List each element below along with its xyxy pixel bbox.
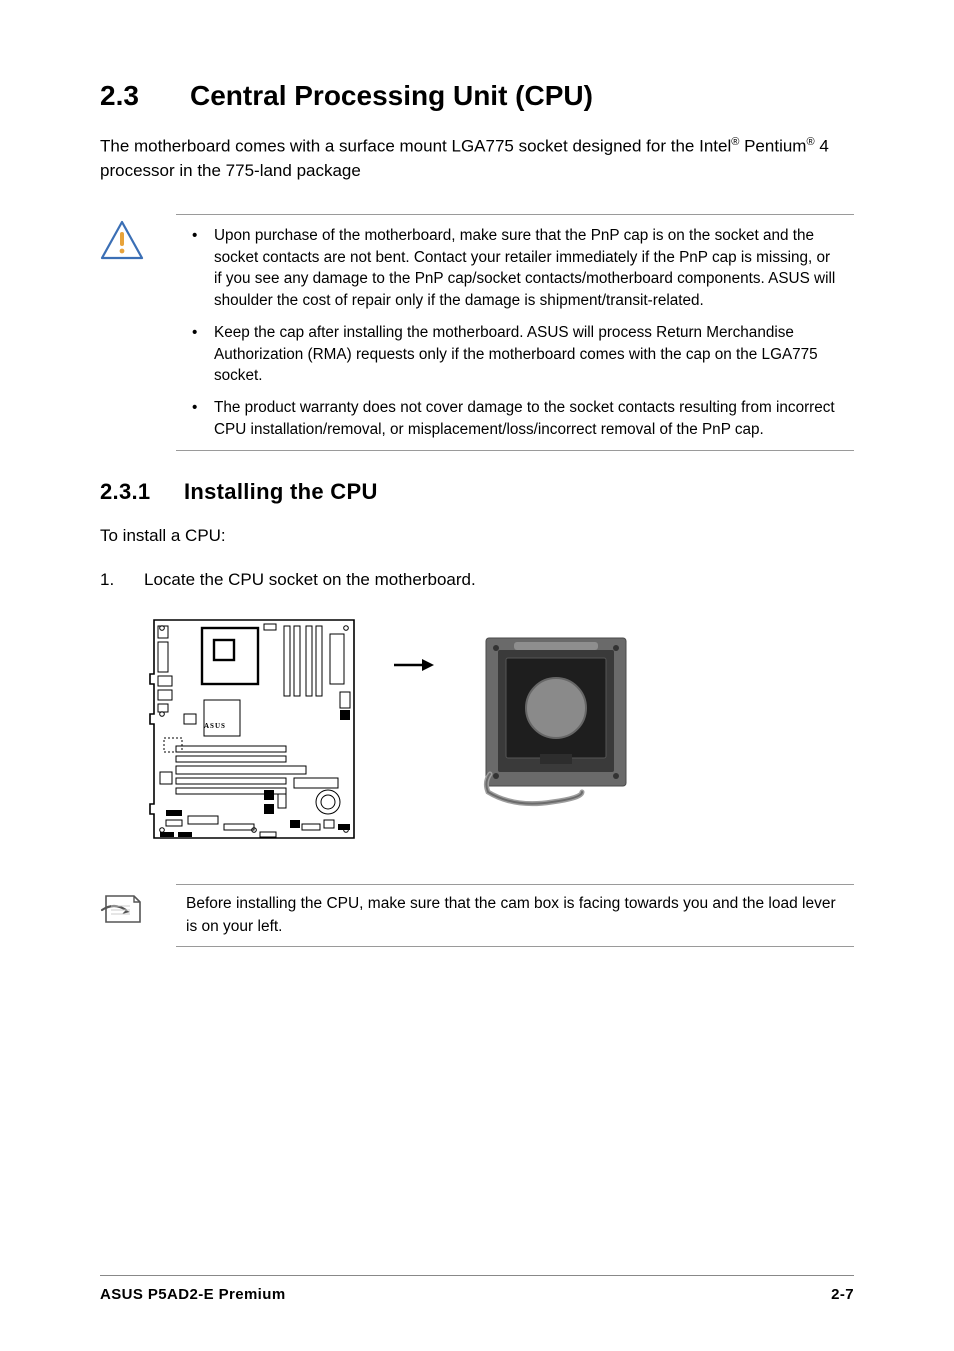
caution-bullet: • Upon purchase of the motherboard, make … (186, 225, 840, 312)
section-heading: 2.3Central Processing Unit (CPU) (100, 80, 854, 112)
footer-left: ASUS P5AD2-E Premium (100, 1286, 286, 1303)
subsection-heading: 2.3.1Installing the CPU (100, 479, 854, 505)
note-bottom-rule (176, 946, 854, 947)
page: 2.3Central Processing Unit (CPU) The mot… (0, 0, 954, 1351)
caution-icon (100, 220, 144, 260)
intro-text-2: Pentium (739, 137, 806, 156)
registered-2: ® (806, 136, 814, 148)
section-number: 2.3 (100, 80, 190, 112)
figure-row: ASUS (144, 614, 854, 844)
bullet-dot: • (192, 322, 197, 344)
step-text: Locate the CPU socket on the motherboard… (144, 570, 476, 589)
svg-text:ASUS: ASUS (204, 722, 226, 730)
caution-bullet: • The product warranty does not cover dam… (186, 397, 840, 440)
bullet-dot: • (192, 225, 197, 247)
caution-bottom-rule (176, 450, 854, 451)
arrow-icon (394, 655, 434, 675)
section-title: Central Processing Unit (CPU) (190, 80, 593, 111)
caution-bullet-text: Upon purchase of the motherboard, make s… (214, 227, 835, 309)
caution-icon-wrap (100, 214, 176, 265)
subsection-title: Installing the CPU (184, 479, 378, 504)
subsection-number: 2.3.1 (100, 479, 184, 505)
caution-bullet: • Keep the cap after installing the mothe… (186, 322, 840, 387)
caution-list: • Upon purchase of the motherboard, make … (176, 215, 854, 450)
caution-bullet-text: Keep the cap after installing the mother… (214, 324, 818, 384)
caution-bullet-text: The product warranty does not cover dama… (214, 399, 835, 438)
page-footer: ASUS P5AD2-E Premium 2-7 (100, 1275, 854, 1303)
intro-text-1: The motherboard comes with a surface mou… (100, 137, 731, 156)
caution-body: • Upon purchase of the motherboard, make … (176, 214, 854, 451)
socket-photo (474, 632, 644, 807)
note-icon-wrap (100, 884, 176, 933)
note-callout: Before installing the CPU, make sure tha… (100, 884, 854, 947)
note-icon (100, 890, 146, 928)
intro-paragraph: The motherboard comes with a surface mou… (100, 134, 854, 184)
step-number: 1. (100, 567, 114, 593)
footer-right: 2-7 (831, 1286, 854, 1303)
note-text: Before installing the CPU, make sure tha… (176, 885, 854, 946)
step-1: 1. Locate the CPU socket on the motherbo… (100, 567, 854, 593)
bullet-dot: • (192, 397, 197, 419)
motherboard-diagram: ASUS (144, 614, 374, 844)
note-body-wrap: Before installing the CPU, make sure tha… (176, 884, 854, 947)
lead-text: To install a CPU: (100, 523, 854, 549)
caution-callout: • Upon purchase of the motherboard, make … (100, 214, 854, 451)
